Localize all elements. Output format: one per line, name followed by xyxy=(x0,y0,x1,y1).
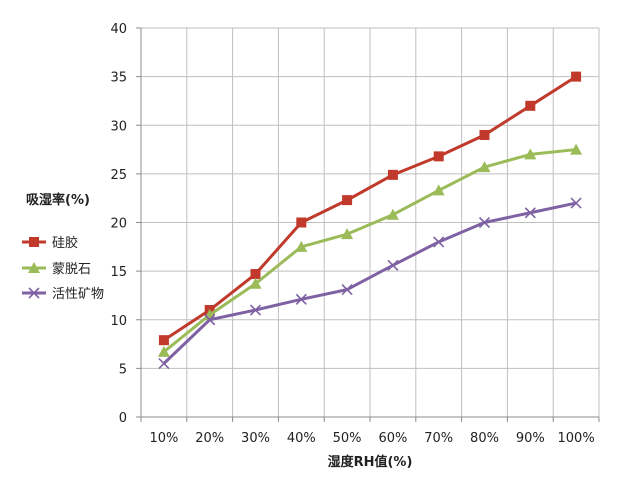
data-point xyxy=(296,217,307,228)
data-point xyxy=(478,216,491,229)
x-marker-stroke xyxy=(341,284,353,296)
x-tick-label: 90% xyxy=(516,431,545,446)
y-tick-label: 40 xyxy=(110,22,127,37)
legend-label: 蒙脱石 xyxy=(52,262,91,277)
data-point xyxy=(295,240,308,252)
x-tick-label: 10% xyxy=(149,431,178,446)
data-point xyxy=(524,148,537,160)
data-point xyxy=(204,314,216,326)
data-point xyxy=(386,208,399,220)
y-tick-label: 30 xyxy=(110,119,127,134)
x-axis-title: 湿度RH值(%) xyxy=(328,454,413,470)
series-1 xyxy=(158,71,582,346)
x-marker-stroke xyxy=(478,216,491,229)
grid-lines xyxy=(141,27,600,417)
x-marker-stroke xyxy=(433,236,445,248)
series-line xyxy=(162,201,577,365)
x-marker-stroke xyxy=(249,304,262,316)
series-group xyxy=(157,71,583,370)
data-point xyxy=(341,228,354,240)
x-tick-label: 50% xyxy=(333,431,362,446)
legend-marker xyxy=(28,287,40,299)
y-axis-title: 吸湿率(%) xyxy=(26,192,90,208)
y-tick-label: 25 xyxy=(110,168,127,183)
x-tick-label: 20% xyxy=(195,431,224,446)
series-line xyxy=(162,148,577,354)
legend-item: 蒙脱石 xyxy=(22,262,91,277)
data-point xyxy=(432,184,445,196)
data-point xyxy=(478,161,491,173)
data-point xyxy=(570,197,582,209)
legend-item: 活性矿物 xyxy=(22,287,104,302)
data-point xyxy=(250,269,261,280)
data-point xyxy=(524,207,536,219)
series-line xyxy=(163,75,577,342)
x-marker-stroke xyxy=(28,287,40,299)
series-3 xyxy=(158,197,582,370)
x-tick-label: 60% xyxy=(378,431,407,446)
x-marker-stroke xyxy=(524,207,536,219)
data-point xyxy=(249,277,262,289)
data-point xyxy=(433,151,444,162)
x-marker-stroke xyxy=(204,314,216,326)
legend-label: 活性矿物 xyxy=(52,287,104,302)
data-point xyxy=(570,143,583,155)
y-tick-label: 10 xyxy=(110,314,127,329)
x-tick-label: 100% xyxy=(558,431,595,446)
legend-label: 硅胶 xyxy=(52,235,78,251)
legend-item: 硅胶 xyxy=(22,235,78,251)
x-marker-stroke xyxy=(570,197,582,209)
x-tick-label: 30% xyxy=(241,431,270,446)
legend-marker xyxy=(29,237,39,247)
data-point xyxy=(387,169,398,180)
legend-marker xyxy=(28,262,40,273)
data-point xyxy=(249,304,262,316)
x-marker-stroke xyxy=(295,293,307,305)
axes xyxy=(136,27,600,422)
x-tick-label: 80% xyxy=(470,431,499,446)
data-point xyxy=(295,293,307,305)
x-marker-stroke xyxy=(387,259,399,271)
y-tick-label: 35 xyxy=(110,71,127,86)
data-point xyxy=(571,71,582,82)
data-point xyxy=(342,195,353,206)
y-tick-label: 5 xyxy=(119,362,127,377)
data-point xyxy=(157,345,170,357)
y-tick-labels: 0 5 10 15 20 25 30 35 40 xyxy=(110,22,127,426)
data-point xyxy=(158,357,170,370)
data-point xyxy=(479,129,490,140)
data-point xyxy=(387,259,399,271)
y-tick-label: 0 xyxy=(119,411,127,426)
y-tick-label: 20 xyxy=(110,217,127,232)
data-point xyxy=(525,100,536,111)
data-point xyxy=(158,335,169,346)
x-tick-labels: 10% 20% 30% 40% 50% 60% 70% 80% 90% 100% xyxy=(149,431,594,446)
x-tick-label: 70% xyxy=(424,431,453,446)
data-point xyxy=(341,284,353,296)
data-point xyxy=(433,236,445,248)
x-tick-label: 40% xyxy=(287,431,316,446)
x-marker-stroke xyxy=(158,357,170,370)
y-tick-label: 15 xyxy=(110,265,127,280)
